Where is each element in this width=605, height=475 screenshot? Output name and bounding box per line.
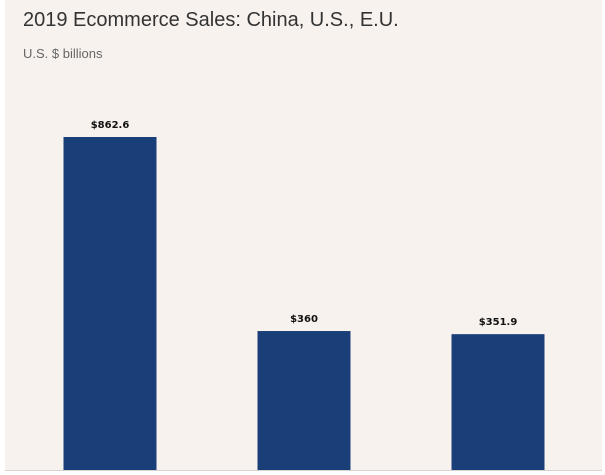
chart-subtitle: U.S. $ billions <box>23 46 103 61</box>
bar-china <box>63 137 157 470</box>
bar-us <box>257 331 351 470</box>
chart-card: 2019 Ecommerce Sales: China, U.S., E.U. … <box>5 0 602 471</box>
data-label: $351.9 <box>479 317 518 328</box>
bar-eu <box>451 334 545 470</box>
chart-title: 2019 Ecommerce Sales: China, U.S., E.U. <box>23 9 399 31</box>
data-label: $360 <box>290 314 318 325</box>
data-label: $862.6 <box>91 120 130 131</box>
bar-chart: $862.6 $360 $351.9 <box>63 120 545 470</box>
